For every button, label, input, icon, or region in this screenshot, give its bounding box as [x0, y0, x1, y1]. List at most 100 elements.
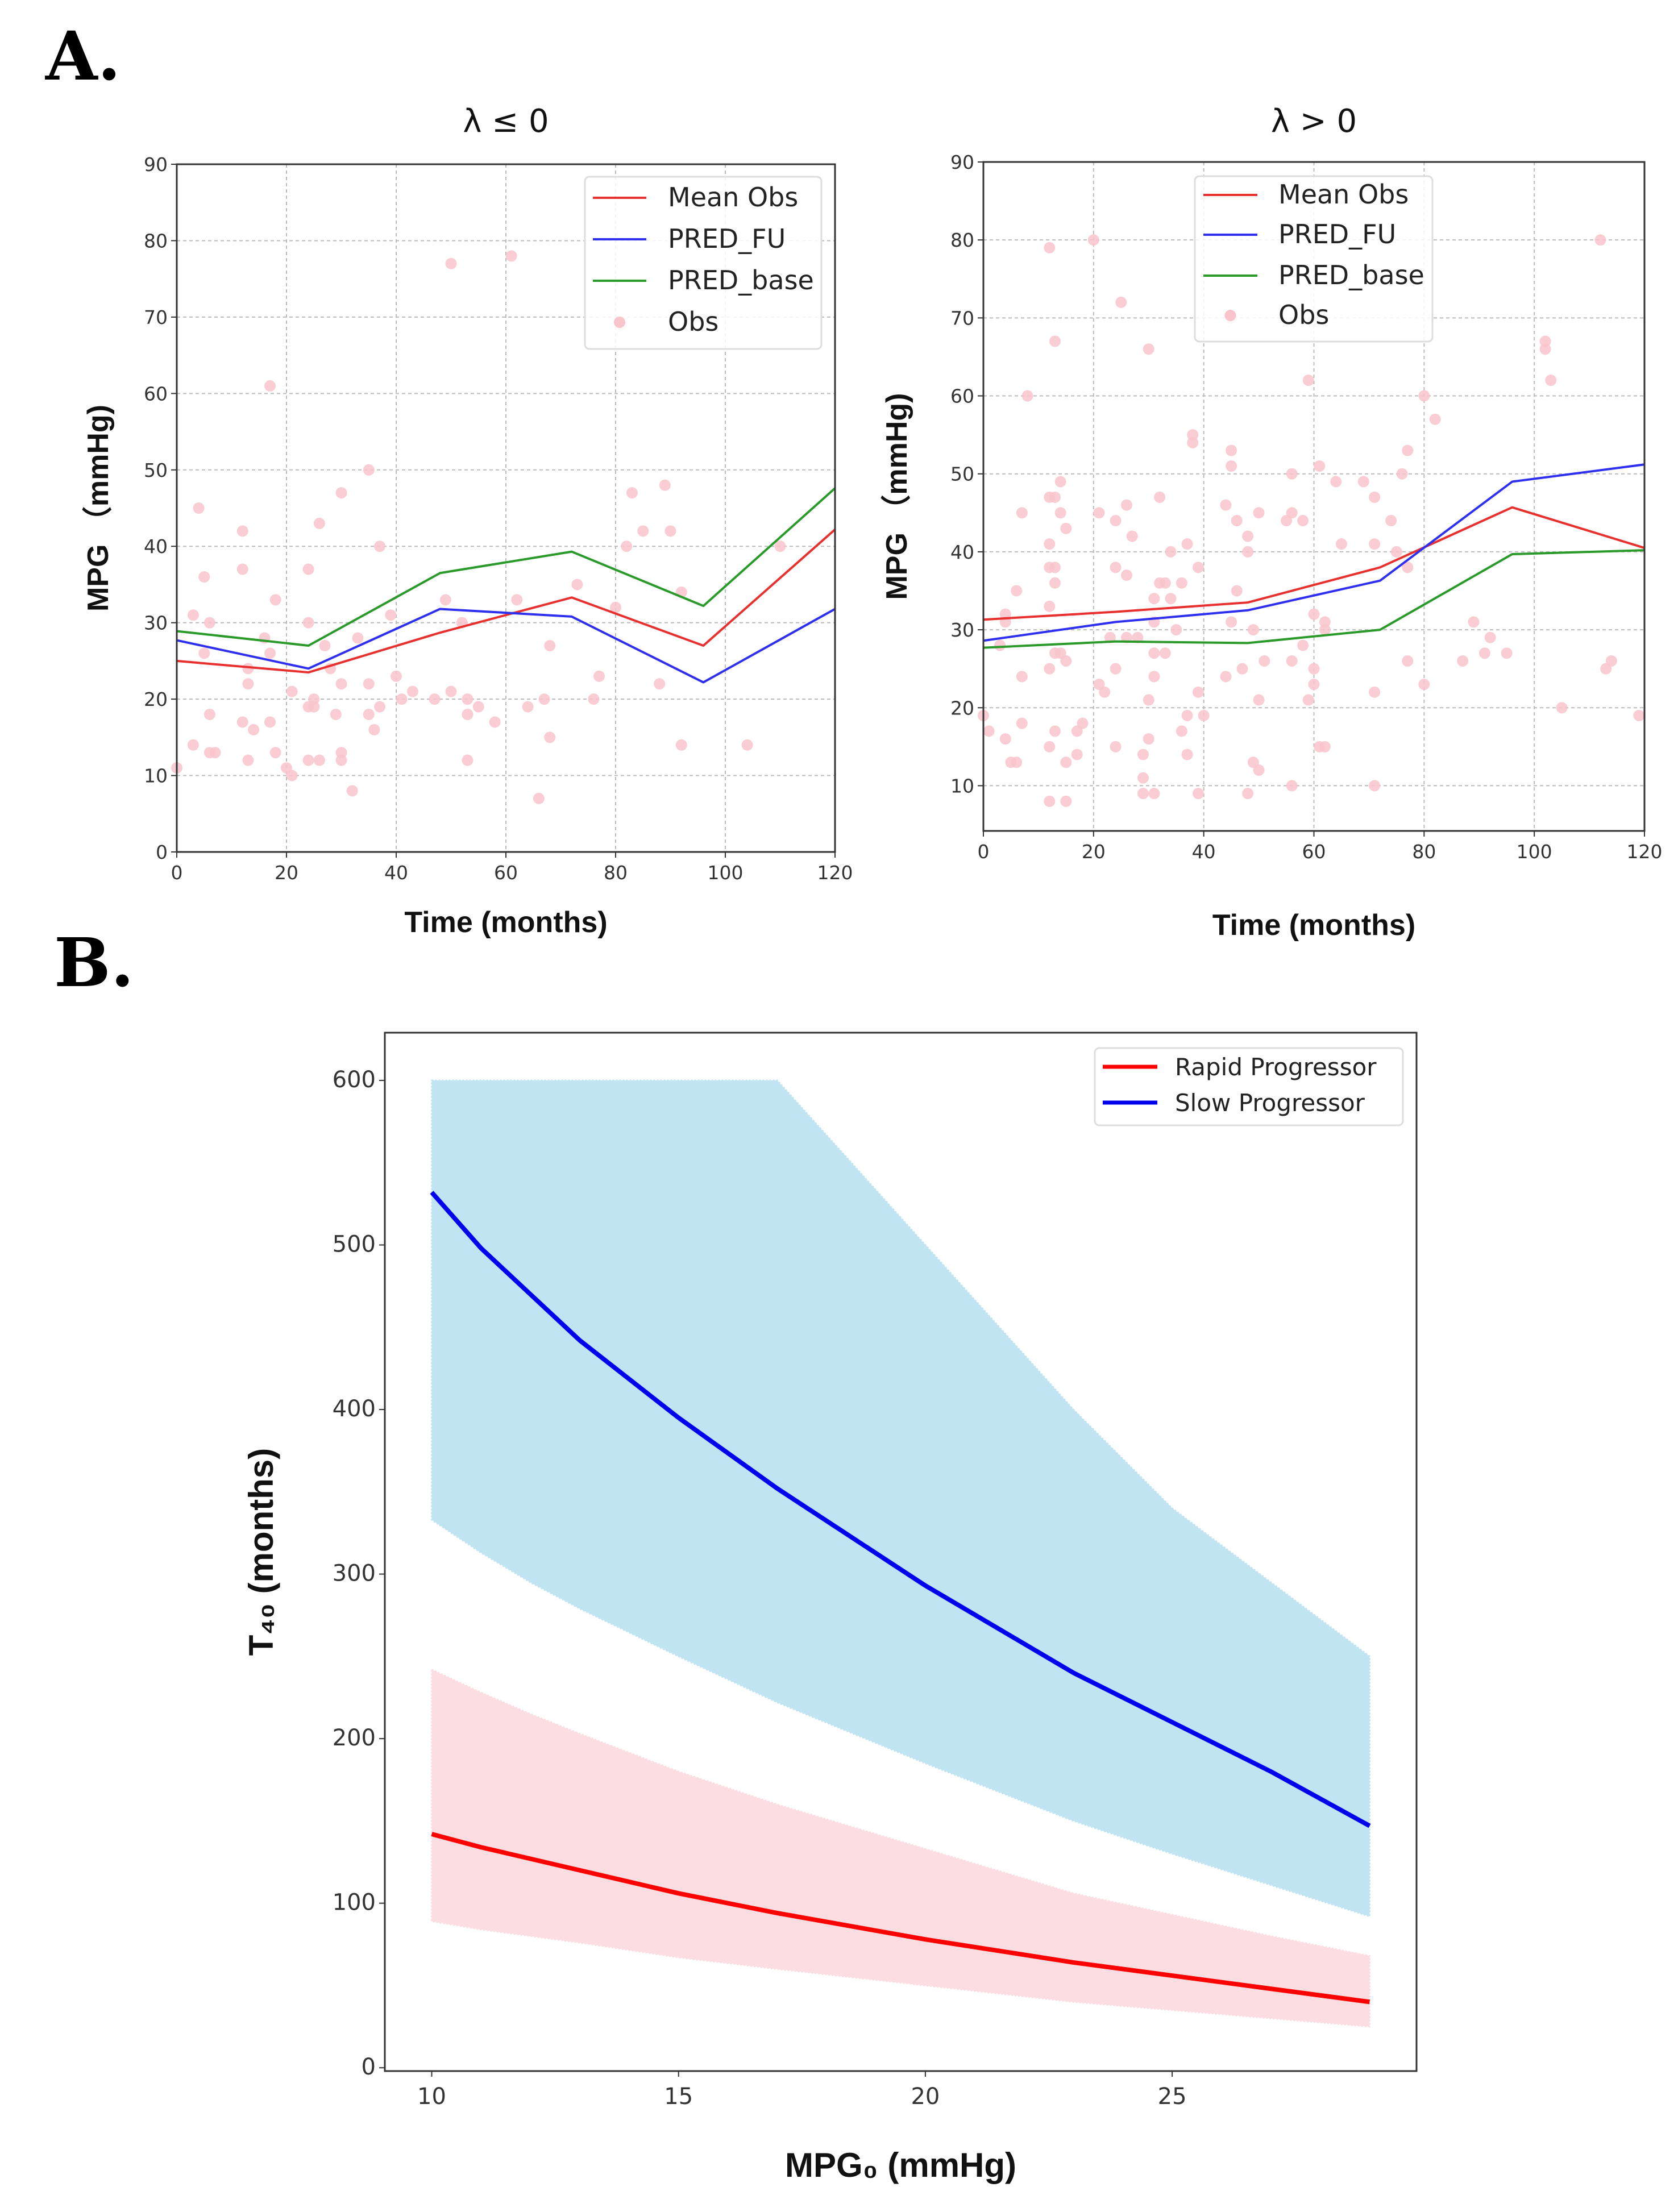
legend-label: PRED_FU — [668, 223, 786, 254]
x-tick-label: 40 — [1192, 841, 1216, 863]
obs-point — [1181, 538, 1193, 550]
y-tick-label: 20 — [950, 697, 974, 719]
obs-point — [659, 479, 671, 491]
obs-point — [1110, 741, 1122, 752]
legend-label: PRED_FU — [1278, 219, 1396, 250]
obs-point — [302, 563, 314, 575]
y-tick-label: 600 — [333, 1067, 376, 1093]
y-tick-label: 100 — [333, 1890, 376, 1916]
obs-point — [264, 380, 276, 392]
obs-point — [664, 525, 676, 537]
obs-point — [198, 571, 210, 583]
obs-point — [1369, 780, 1381, 792]
obs-point — [269, 747, 281, 759]
obs-point — [1165, 546, 1177, 558]
panel-label-a: A. — [45, 16, 121, 95]
x-tick-label: 10 — [417, 2084, 446, 2110]
obs-point — [313, 754, 325, 766]
obs-point — [1501, 647, 1513, 659]
legend-label: Rapid Progressor — [1175, 1053, 1377, 1081]
obs-point — [319, 640, 331, 651]
obs-point — [1545, 375, 1557, 386]
obs-point — [538, 693, 550, 705]
x-tick-label: 80 — [1412, 841, 1436, 863]
y-tick-label: 90 — [950, 151, 974, 173]
obs-point — [335, 678, 347, 690]
obs-point — [1319, 741, 1331, 752]
obs-point — [1016, 507, 1028, 519]
x-tick-label: 20 — [1082, 841, 1106, 863]
obs-point — [1154, 491, 1166, 503]
obs-point — [994, 639, 1006, 651]
obs-point — [1110, 663, 1122, 675]
obs-point — [1170, 624, 1182, 636]
y-tick-label: 70 — [950, 307, 974, 329]
y-tick-label: 80 — [950, 229, 974, 251]
obs-point — [1385, 515, 1397, 527]
legend-box — [1094, 1047, 1404, 1126]
obs-point — [330, 709, 342, 720]
obs-point — [1016, 717, 1028, 729]
x-tick-label: 80 — [604, 862, 628, 884]
chart-a-right: 0 20 40 60 80 100 120 10 20 30 40 50 60 70 80 90 λ > 0 Ti… — [880, 103, 1663, 942]
obs-point — [1231, 585, 1243, 597]
obs-point — [286, 770, 298, 781]
obs-point — [236, 525, 248, 537]
obs-point — [1192, 788, 1204, 800]
obs-point — [1016, 671, 1028, 683]
obs-point — [1226, 444, 1237, 456]
chart-a-left: 0 20 40 60 80 100 120 0 10 20 30 40 50 60 70 80 90 λ ≤ 0 T… — [82, 103, 853, 939]
obs-point — [1242, 788, 1254, 800]
obs-point — [1148, 671, 1160, 683]
obs-point — [1049, 725, 1061, 737]
obs-point — [1198, 709, 1210, 721]
y-tick-label: 10 — [144, 765, 168, 787]
obs-point — [187, 609, 199, 621]
obs-point — [1253, 507, 1265, 519]
obs-point — [1077, 717, 1089, 729]
obs-point — [1181, 749, 1193, 760]
series-line-slow-progressor — [430, 1191, 1371, 1828]
x-tick-label: 60 — [494, 862, 518, 884]
obs-point — [264, 716, 276, 728]
obs-point — [621, 540, 633, 552]
y-tick-label: 200 — [333, 1725, 376, 1751]
series-line-pred-base — [983, 549, 1645, 649]
confidence-band-0 — [431, 1668, 1370, 2028]
obs-point — [1418, 390, 1430, 402]
obs-point — [203, 617, 215, 629]
x-tick-label: 40 — [384, 862, 408, 884]
obs-point — [1319, 616, 1331, 628]
obs-point — [1308, 608, 1320, 620]
obs-point — [368, 724, 380, 735]
obs-point — [363, 464, 375, 476]
obs-point — [1369, 538, 1381, 550]
obs-point — [1357, 476, 1369, 488]
y-tick-label: 80 — [144, 230, 168, 252]
obs-point — [1402, 444, 1414, 456]
obs-point — [1308, 679, 1320, 691]
obs-point — [1060, 522, 1072, 534]
obs-point — [1165, 593, 1177, 605]
obs-point — [335, 487, 347, 499]
x-tick-label: 100 — [1517, 841, 1552, 863]
obs-point — [1242, 546, 1254, 558]
legend-label: PRED_base — [1278, 260, 1424, 290]
obs-point — [248, 724, 260, 735]
obs-point — [1286, 780, 1298, 792]
x-tick-label: 100 — [708, 862, 744, 884]
obs-point — [1044, 538, 1056, 550]
obs-point — [1011, 585, 1023, 597]
series-line-pred-fu — [983, 463, 1645, 642]
obs-point — [1402, 655, 1414, 667]
x-tick-label: 15 — [664, 2084, 693, 2110]
obs-point — [544, 731, 556, 743]
obs-point — [1093, 507, 1105, 519]
obs-point — [675, 739, 687, 751]
legend-label: Mean Obs — [1278, 179, 1409, 210]
obs-point — [1159, 577, 1171, 589]
obs-point — [1192, 562, 1204, 573]
y-tick-label: 0 — [362, 2054, 376, 2080]
obs-point — [472, 701, 484, 713]
